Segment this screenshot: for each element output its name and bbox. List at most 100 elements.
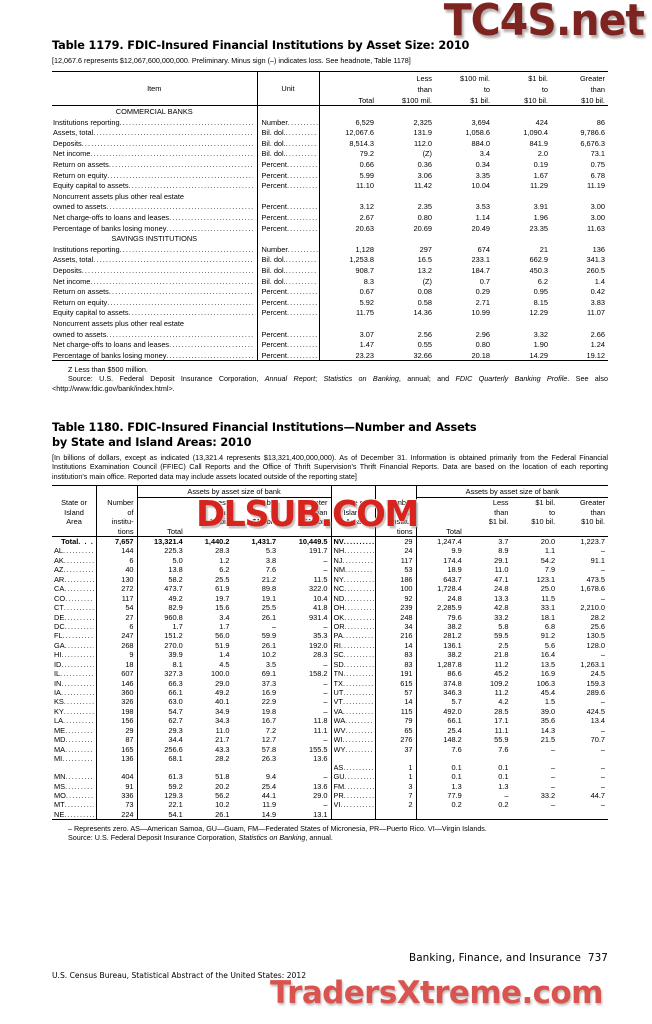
section-heading-pad — [377, 233, 435, 244]
table-cell: 13.8 — [136, 564, 186, 575]
header-total-l1 — [318, 71, 377, 83]
table-cell: – — [600, 781, 605, 791]
table-1180: Assets by asset size of bank Assets by a… — [52, 485, 608, 820]
header-c3-l2: to — [541, 84, 548, 94]
table-cell: 2.71 — [475, 297, 490, 307]
page-number: 737 — [587, 952, 608, 964]
table-cell: 77.9 — [415, 790, 465, 800]
table-row: Equity capital to assets ...............… — [52, 179, 608, 191]
table-cell-institutions: 136 — [96, 753, 138, 763]
table-cell: 11.8 — [313, 716, 328, 726]
page-footer-right: Banking, Finance, and Insurance 737 — [409, 952, 608, 964]
table-cell: 20.0 — [540, 537, 556, 547]
row-label: Equity capital to assets ...............… — [53, 181, 253, 191]
row-state-label: LA.................... — [54, 716, 94, 726]
row-state-label: MO.................... — [54, 790, 94, 800]
table-cell: 1,431.7 — [251, 537, 277, 547]
table-cell: 341.3 — [586, 255, 606, 265]
row-label: Net charge-offs to loans and leases ....… — [53, 213, 253, 223]
table-cell: (Z) — [422, 149, 432, 159]
table-cell: 56.2 — [215, 790, 230, 800]
table-cell: 109.2 — [489, 678, 509, 688]
row-label: owned to assets ........................… — [53, 202, 253, 212]
row-label: Percentage of banks losing money .......… — [53, 223, 253, 233]
table-cell: 59.9 — [261, 631, 277, 641]
table-cell-empty — [465, 809, 512, 819]
table-row: Assets, total ..........................… — [52, 253, 608, 265]
header-total-left-l1 — [136, 497, 186, 508]
table-cell: 1,287.8 — [415, 659, 465, 669]
header-c1-left-l3: $1 bil. — [209, 517, 230, 527]
table-cell: 11.9 — [262, 800, 277, 810]
row-unit: Bil. dol................................… — [256, 253, 319, 265]
table-cell-institutions: 191 — [375, 668, 417, 679]
table-cell-institutions: 83 — [375, 659, 417, 669]
table-cell: 908.7 — [318, 264, 377, 276]
table-cell: 100.0 — [210, 669, 230, 679]
header-c3-right-l1: Greater — [579, 498, 605, 508]
table-cell-institutions: 615 — [375, 678, 417, 688]
row-unit — [256, 190, 319, 201]
table-cell: 24.5 — [590, 669, 605, 679]
table-cell: 32.66 — [413, 350, 433, 360]
header-span-right: Assets by asset size of bank — [415, 485, 608, 498]
table-cell: 270.0 — [136, 640, 186, 650]
row-label: Equity capital to assets ...............… — [53, 308, 253, 318]
section-heading-pad — [493, 105, 551, 116]
table-cell-institutions — [96, 762, 138, 772]
table-cell: 37.3 — [261, 678, 277, 688]
header-inst-right-l3: institu- — [375, 516, 417, 527]
row-unit: Percent.................................… — [256, 338, 319, 350]
row-label: Assets, total ..........................… — [53, 255, 253, 265]
table-cell: 15.6 — [215, 603, 230, 613]
table-cell — [136, 762, 186, 772]
table-cell: 6.78 — [590, 170, 605, 180]
table-cell: 23.23 — [318, 349, 377, 361]
header-total-left-l2 — [136, 507, 186, 517]
header-stub-left-l4 — [52, 526, 97, 536]
table-cell: 82.9 — [136, 602, 186, 613]
table-cell-institutions: 29 — [96, 725, 138, 735]
table-cell: 3.5 — [265, 659, 277, 669]
table-1179-headnote: [12,067.6 represents $12,067,600,000,000… — [52, 56, 411, 65]
table-cell: 18.9 — [415, 564, 465, 575]
table-cell: 130.5 — [586, 631, 606, 641]
row-state-label: MN.................... — [54, 772, 94, 782]
table-cell: 24.8 — [415, 593, 465, 603]
table-1180-footnotes: – Represents zero. AS—American Samoa, GU… — [52, 824, 608, 843]
table-cell: 16.9 — [540, 669, 556, 679]
table-cell-institutions: 360 — [96, 687, 138, 698]
table-cell: 3.00 — [590, 202, 605, 212]
table-cell: 1,223.7 — [580, 537, 605, 547]
table-cell: 450.3 — [529, 266, 549, 275]
table-cell: 136 — [592, 244, 605, 254]
row-label: Institutions reporting .................… — [53, 117, 253, 127]
header-c2-right-l1: $1 bil. — [535, 498, 556, 508]
table-cell: 151.2 — [136, 630, 186, 641]
table-cell: 26.1 — [261, 612, 277, 622]
table-cell: 2,285.9 — [415, 602, 465, 613]
header-total-left: Total — [136, 526, 186, 537]
header-total-right-l3 — [415, 516, 465, 527]
table-cell: 25.5 — [261, 603, 277, 613]
table-cell: 5.7 — [415, 697, 465, 707]
table-cell: 59.2 — [136, 781, 186, 791]
table-cell — [465, 754, 512, 763]
row-unit: Number..................................… — [256, 243, 319, 254]
row-unit: Percent.................................… — [256, 200, 319, 212]
table-cell: 33.2 — [494, 612, 509, 622]
table-cell: 59.5 — [494, 631, 509, 641]
table-cell: 8,514.3 — [318, 137, 377, 148]
table-cell-institutions: 1 — [375, 762, 417, 772]
header-inst-left-l2: of — [96, 507, 138, 517]
row-state-label: MI.................... — [54, 753, 94, 763]
table-cell-institutions: 7 — [375, 790, 417, 800]
table-cell: 54.7 — [136, 706, 186, 716]
table-cell-empty — [558, 809, 608, 819]
table-cell: 1,247.4 — [415, 536, 465, 547]
table-cell: – — [600, 650, 605, 660]
table-cell: 3.83 — [590, 297, 605, 307]
